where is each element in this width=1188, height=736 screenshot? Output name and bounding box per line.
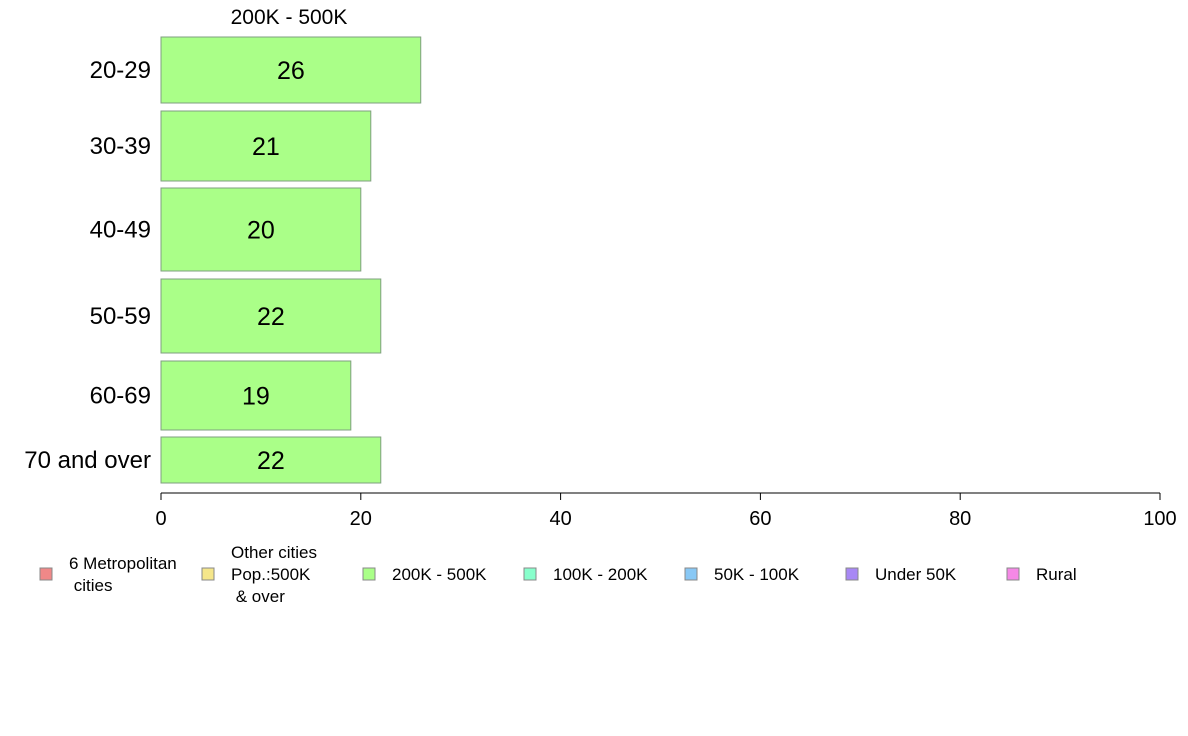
data-label: 26 <box>277 57 305 85</box>
data-label: 20 <box>247 217 275 245</box>
legend-swatch <box>523 567 537 581</box>
legend-label: 200K - 500K <box>392 565 487 584</box>
data-label: 21 <box>252 133 280 161</box>
legend-swatch <box>39 567 53 581</box>
legend-item: 50K - 100K <box>684 565 800 584</box>
bar-30-39 <box>160 110 372 182</box>
legend-item: Under 50K <box>845 565 957 584</box>
legend-swatch <box>845 567 859 581</box>
category-label: 70 and over <box>24 447 151 474</box>
category-label: 40-49 <box>90 217 151 244</box>
legend-item: Other cities Pop.:500K & over <box>201 543 317 606</box>
bar-50-59 <box>160 278 382 354</box>
bar-60-69 <box>160 360 352 431</box>
x-axis: 0 20 40 60 80 100 <box>155 492 1177 530</box>
x-tick-label: 40 <box>549 508 571 530</box>
x-tick-label: 0 <box>155 508 166 530</box>
legend-label: Rural <box>1036 565 1077 584</box>
bar-70-and-over <box>160 436 382 484</box>
legend-swatch <box>362 567 376 581</box>
data-label: 22 <box>257 303 285 331</box>
category-label: 60-69 <box>90 383 151 410</box>
x-tick-label: 20 <box>350 508 372 530</box>
category-label: 30-39 <box>90 133 151 160</box>
legend-label: Under 50K <box>875 565 957 584</box>
legend-item: 200K - 500K <box>362 565 487 584</box>
category-label: 20-29 <box>90 57 151 84</box>
category-label: 50-59 <box>90 303 151 330</box>
legend-label: 50K - 100K <box>714 565 800 584</box>
legend: 6 Metropolitan cities Other cities Pop.:50… <box>39 543 1077 606</box>
data-label: 19 <box>242 383 270 411</box>
chart-title: 200K - 500K <box>231 6 348 29</box>
legend-swatch <box>1006 567 1020 581</box>
bar-20-29 <box>160 36 422 104</box>
x-tick-label: 60 <box>749 508 771 530</box>
x-tick-label: 80 <box>949 508 971 530</box>
legend-item: Rural <box>1006 565 1077 584</box>
bar-40-49 <box>160 187 362 272</box>
bars-group: 26 20-29 21 30-39 20 40-49 22 50-59 19 60-69 22 70 … <box>24 36 422 484</box>
legend-swatch <box>201 567 215 581</box>
data-label: 22 <box>257 447 285 475</box>
legend-label: 100K - 200K <box>553 565 648 584</box>
legend-swatch <box>684 567 698 581</box>
legend-label: 6 Metropolitan cities <box>69 554 177 595</box>
legend-label: Other cities Pop.:500K & over <box>231 543 317 606</box>
x-tick-label: 100 <box>1143 508 1176 530</box>
legend-item: 100K - 200K <box>523 565 648 584</box>
legend-item: 6 Metropolitan cities <box>39 554 177 595</box>
